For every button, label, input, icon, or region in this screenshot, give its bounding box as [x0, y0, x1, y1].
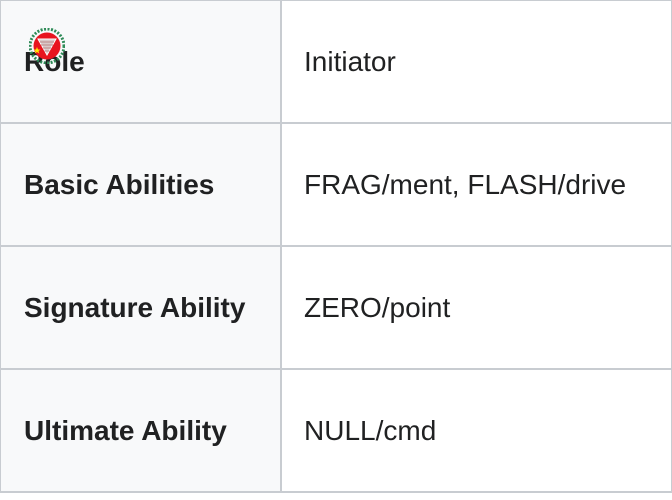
- emblem-icon: [29, 28, 65, 64]
- table-row: Basic Abilities FRAG/ment, FLASH/drive: [0, 122, 672, 247]
- row-label: Basic Abilities: [0, 122, 282, 247]
- row-value: ZERO/point: [280, 245, 672, 370]
- table-row: Signature Ability ZERO/point: [0, 245, 672, 370]
- table-row: Ultimate Ability NULL/cmd: [0, 368, 672, 493]
- row-label: Role: [0, 0, 282, 124]
- row-label: Signature Ability: [0, 245, 282, 370]
- row-value: FRAG/ment, FLASH/drive: [280, 122, 672, 247]
- row-value: Initiator: [280, 0, 672, 124]
- row-value: NULL/cmd: [280, 368, 672, 493]
- row-label: Ultimate Ability: [0, 368, 282, 493]
- table-row: Role Initiator: [0, 0, 672, 124]
